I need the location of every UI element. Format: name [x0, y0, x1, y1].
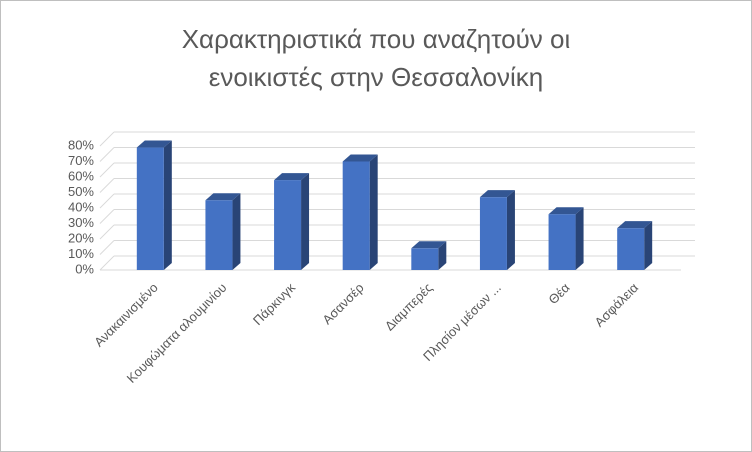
bar-side	[644, 221, 653, 270]
y-tick-label: 80%	[68, 137, 94, 152]
bar	[136, 147, 164, 270]
bar	[411, 248, 439, 270]
y-tick-label: 70%	[68, 153, 94, 168]
bar	[274, 180, 302, 270]
bar-top	[411, 241, 447, 249]
bar-side	[163, 140, 172, 270]
bar-top	[479, 190, 515, 198]
bar-top	[617, 221, 653, 229]
bar-top	[274, 173, 310, 181]
bar	[205, 200, 233, 270]
bar-top	[548, 207, 584, 215]
chart-title: Χαρακτηριστικά που αναζητούν οι ενοικιστ…	[181, 24, 571, 92]
grid-depth	[99, 255, 115, 271]
bar-top	[136, 140, 172, 148]
y-tick-label: 20%	[68, 230, 94, 245]
grid-depth	[99, 193, 115, 209]
grid-depth	[99, 162, 115, 178]
bar-top	[205, 193, 241, 201]
grid-depth	[99, 147, 115, 162]
y-tick-label: 40%	[68, 199, 94, 214]
grid-depth	[99, 209, 115, 224]
bar	[617, 228, 645, 270]
bar-side	[438, 241, 447, 270]
bar-side	[575, 207, 584, 270]
grid-depth	[99, 224, 115, 240]
grid-depth	[99, 240, 115, 255]
bar	[479, 197, 507, 270]
grid-depth	[99, 131, 115, 147]
bar-side	[506, 190, 515, 270]
bar	[342, 161, 370, 270]
bar-top	[342, 154, 378, 162]
y-tick-label: 0%	[75, 261, 94, 276]
bar-side	[232, 193, 241, 270]
y-tick-label: 60%	[68, 168, 94, 183]
y-tick-label: 50%	[68, 184, 94, 199]
bar-side	[369, 154, 378, 270]
bar	[548, 214, 576, 270]
y-tick-label: 10%	[68, 246, 94, 261]
bar-side	[301, 173, 310, 270]
y-tick-label: 30%	[68, 215, 94, 230]
grid-depth	[99, 178, 115, 193]
